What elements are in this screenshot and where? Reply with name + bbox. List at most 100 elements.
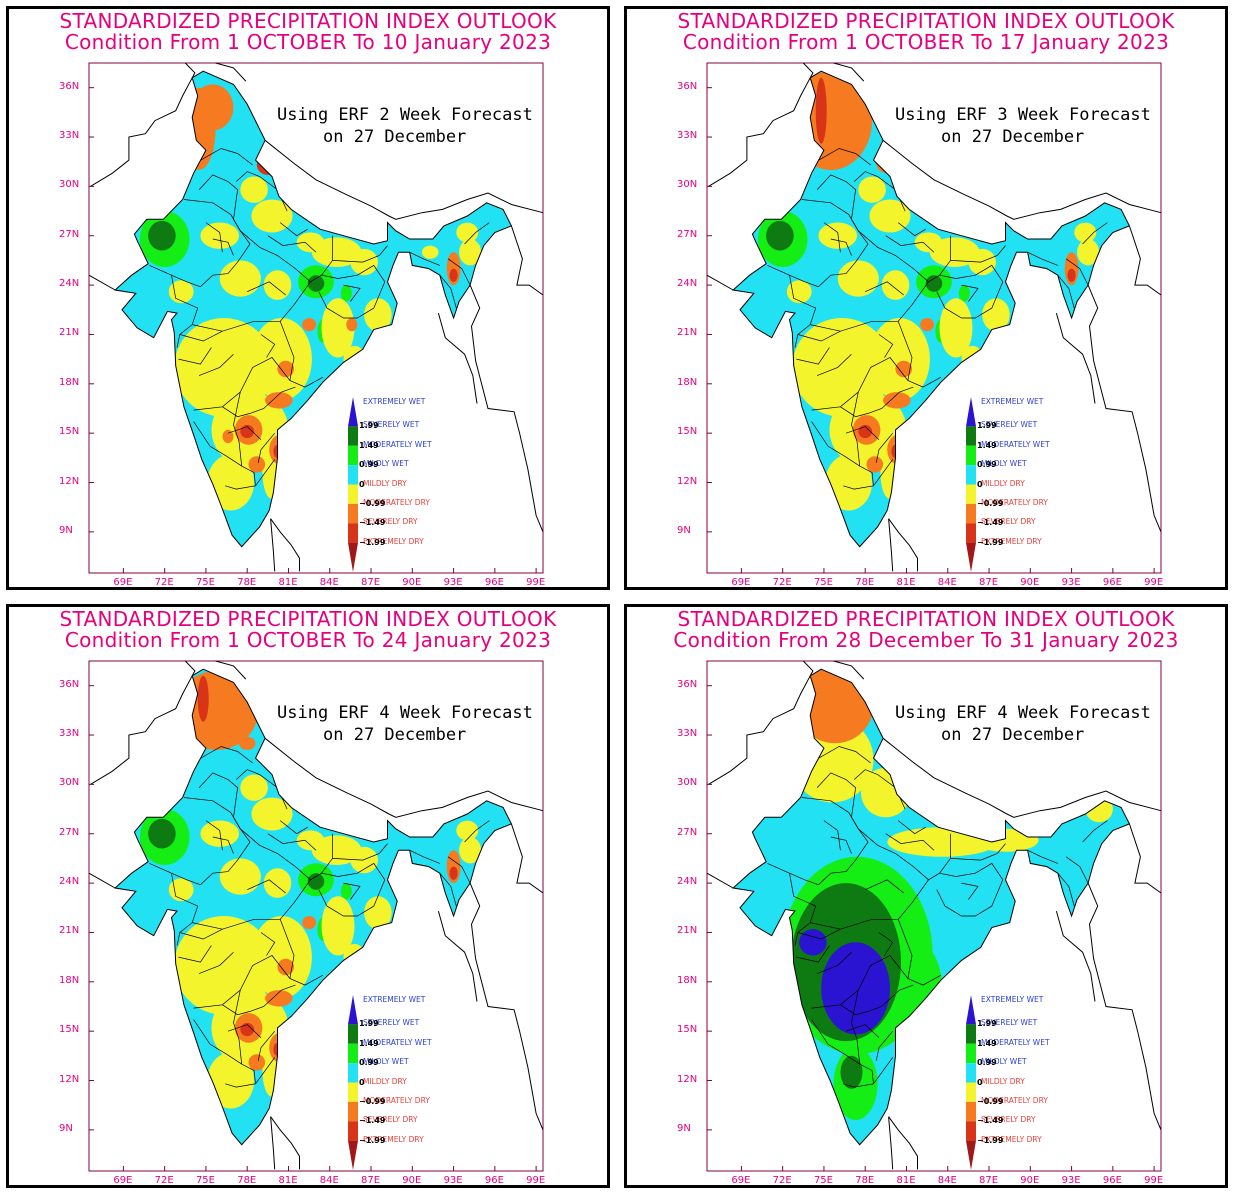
lat-tick-label: 18N bbox=[677, 376, 698, 388]
forecast-label: Using ERF 3 Week Forecast bbox=[895, 105, 1151, 125]
state-boundary bbox=[318, 862, 386, 917]
state-boundary bbox=[1082, 222, 1108, 245]
state-boundary bbox=[873, 459, 893, 487]
map-canvas bbox=[706, 62, 1162, 574]
lat-tick-label: 9N bbox=[677, 524, 691, 536]
lon-tick-label: 84E bbox=[937, 1175, 957, 1186]
legend-category-label: MILDLY WET bbox=[363, 1057, 409, 1067]
state-boundary bbox=[789, 873, 817, 946]
state-boundary bbox=[830, 836, 852, 854]
lon-tick-label: 84E bbox=[937, 577, 957, 588]
state-boundary bbox=[257, 432, 275, 463]
country-border bbox=[270, 518, 300, 572]
country-border bbox=[888, 1116, 894, 1170]
spi-region bbox=[265, 990, 293, 1007]
legend-swatch bbox=[348, 1101, 358, 1122]
country-border bbox=[510, 823, 544, 894]
country-border bbox=[1128, 823, 1162, 894]
country-border bbox=[469, 284, 544, 533]
state-boundary bbox=[807, 746, 871, 765]
legend-threshold-value: 0 bbox=[977, 1077, 983, 1087]
lat-tick-label: 36N bbox=[677, 80, 698, 92]
state-boundary bbox=[233, 391, 243, 467]
legend-swatch bbox=[966, 1101, 976, 1122]
legend-threshold-value: −1.49 bbox=[359, 1116, 386, 1126]
lon-tick-label: 99E bbox=[1144, 577, 1164, 588]
lat-tick-label: 12N bbox=[677, 1073, 698, 1085]
lon-tick-label: 96E bbox=[484, 1175, 504, 1186]
lon-tick-label: 90E bbox=[1020, 577, 1040, 588]
spi-region bbox=[277, 360, 295, 378]
country-border bbox=[90, 77, 193, 187]
spi-region bbox=[321, 896, 355, 956]
legend-threshold-value: −0.99 bbox=[977, 498, 1004, 508]
state-boundary bbox=[885, 235, 935, 253]
lat-tick-label: 18N bbox=[59, 376, 80, 388]
legend-category-label: EXTREMELY DRY bbox=[981, 536, 1042, 546]
lon-tick-label: 93E bbox=[1061, 577, 1081, 588]
state-boundary bbox=[198, 353, 234, 376]
state-boundary bbox=[1027, 251, 1058, 266]
panel-title: STANDARDIZED PRECIPITATION INDEX OUTLOOK bbox=[677, 9, 1175, 33]
spi-region bbox=[248, 456, 266, 473]
legend-swatch bbox=[348, 1024, 358, 1044]
lon-tick-label: 90E bbox=[402, 577, 422, 588]
lon-tick-label: 81E bbox=[278, 1175, 298, 1186]
country-border bbox=[706, 274, 734, 291]
spi-region bbox=[222, 429, 234, 444]
state-boundary bbox=[851, 391, 861, 467]
legend-category-label: MODERATELY WET bbox=[363, 1037, 432, 1047]
country-border bbox=[270, 1116, 300, 1170]
country-border bbox=[706, 872, 734, 889]
spi-region bbox=[982, 298, 1010, 332]
lon-tick-label: 75E bbox=[813, 1175, 833, 1186]
legend-threshold-value: 1.99 bbox=[359, 1019, 379, 1029]
legend-swatch bbox=[966, 397, 976, 427]
legend-swatch bbox=[348, 397, 358, 427]
legend-swatch bbox=[966, 503, 976, 524]
legend-threshold-value: 0 bbox=[977, 479, 983, 489]
forecast-date: on 27 December bbox=[941, 127, 1085, 147]
spi-region bbox=[449, 268, 458, 282]
legend-threshold-value: 1.99 bbox=[977, 421, 997, 431]
legend-swatch bbox=[348, 484, 358, 504]
state-boundary bbox=[409, 251, 440, 266]
state-boundary bbox=[198, 951, 234, 974]
country-border bbox=[802, 660, 814, 677]
lat-tick-label: 33N bbox=[59, 728, 80, 740]
state-boundary bbox=[279, 222, 308, 237]
legend-swatch bbox=[348, 426, 358, 446]
lat-tick-label: 30N bbox=[59, 777, 80, 789]
state-boundary bbox=[845, 1024, 880, 1038]
spi-region bbox=[821, 942, 890, 1035]
state-boundary bbox=[858, 230, 951, 283]
state-boundary bbox=[464, 222, 490, 245]
country-border bbox=[184, 62, 196, 79]
spi-region bbox=[174, 318, 274, 417]
state-boundary bbox=[1065, 258, 1089, 286]
legend-category-label: MILDLY DRY bbox=[981, 1076, 1025, 1086]
spi-region bbox=[364, 298, 392, 332]
legend-swatch bbox=[348, 995, 358, 1025]
spi-region bbox=[200, 820, 239, 847]
state-boundary bbox=[257, 1030, 275, 1061]
map-canvas bbox=[88, 62, 544, 574]
legend-swatch bbox=[348, 523, 358, 543]
spi-region bbox=[929, 237, 980, 267]
spi-region bbox=[192, 84, 234, 131]
spi-region bbox=[240, 176, 268, 203]
state-boundary bbox=[897, 820, 926, 835]
state-boundary bbox=[897, 321, 942, 388]
state-boundary bbox=[865, 879, 904, 894]
country-border bbox=[264, 737, 544, 818]
lat-tick-label: 21N bbox=[677, 925, 698, 937]
state-boundary bbox=[961, 284, 979, 302]
state-boundary bbox=[1027, 849, 1058, 864]
state-boundary bbox=[255, 459, 275, 487]
country-border bbox=[708, 675, 811, 785]
forecast-label: Using ERF 2 Week Forecast bbox=[277, 105, 533, 125]
state-boundary bbox=[840, 386, 914, 418]
state-boundary bbox=[811, 421, 874, 490]
state-boundary bbox=[318, 264, 386, 319]
state-boundary bbox=[1057, 274, 1075, 309]
